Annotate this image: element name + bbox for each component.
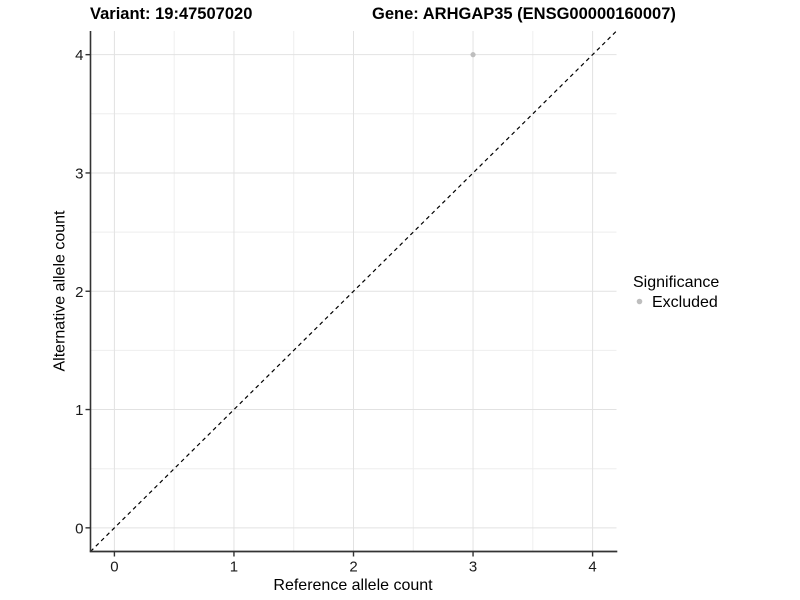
x-axis-tick-label: 2 <box>349 559 357 576</box>
gene-title: Gene: ARHGAP35 (ENSG00000160007) <box>372 5 676 23</box>
y-axis-tick-label: 0 <box>75 520 83 537</box>
y-axis-tick-label: 2 <box>75 284 83 301</box>
x-axis-tick-label: 1 <box>230 559 238 576</box>
variant-title: Variant: 19:47507020 <box>90 5 252 23</box>
x-axis-tick-label: 4 <box>588 559 596 576</box>
identity-dashed-line <box>90 30 617 552</box>
legend: Significance Excluded <box>633 274 719 311</box>
legend-title: Significance <box>633 274 719 291</box>
plot-panel: 0 1 2 3 4 0 1 2 3 4 <box>75 30 618 576</box>
x-axis-title: Reference allele count <box>273 577 433 594</box>
legend-entry-label: Excluded <box>652 294 718 311</box>
x-axis-tick-label: 0 <box>110 559 118 576</box>
y-axis-tick-label: 1 <box>75 402 83 419</box>
y-axis-title: Alternative allele count <box>52 210 69 372</box>
y-axis-tick-label: 4 <box>75 47 83 64</box>
legend-point-icon <box>636 298 643 305</box>
data-point <box>470 52 476 58</box>
x-axis-tick-label: 3 <box>469 559 477 576</box>
y-axis-tick-label: 3 <box>75 165 83 182</box>
